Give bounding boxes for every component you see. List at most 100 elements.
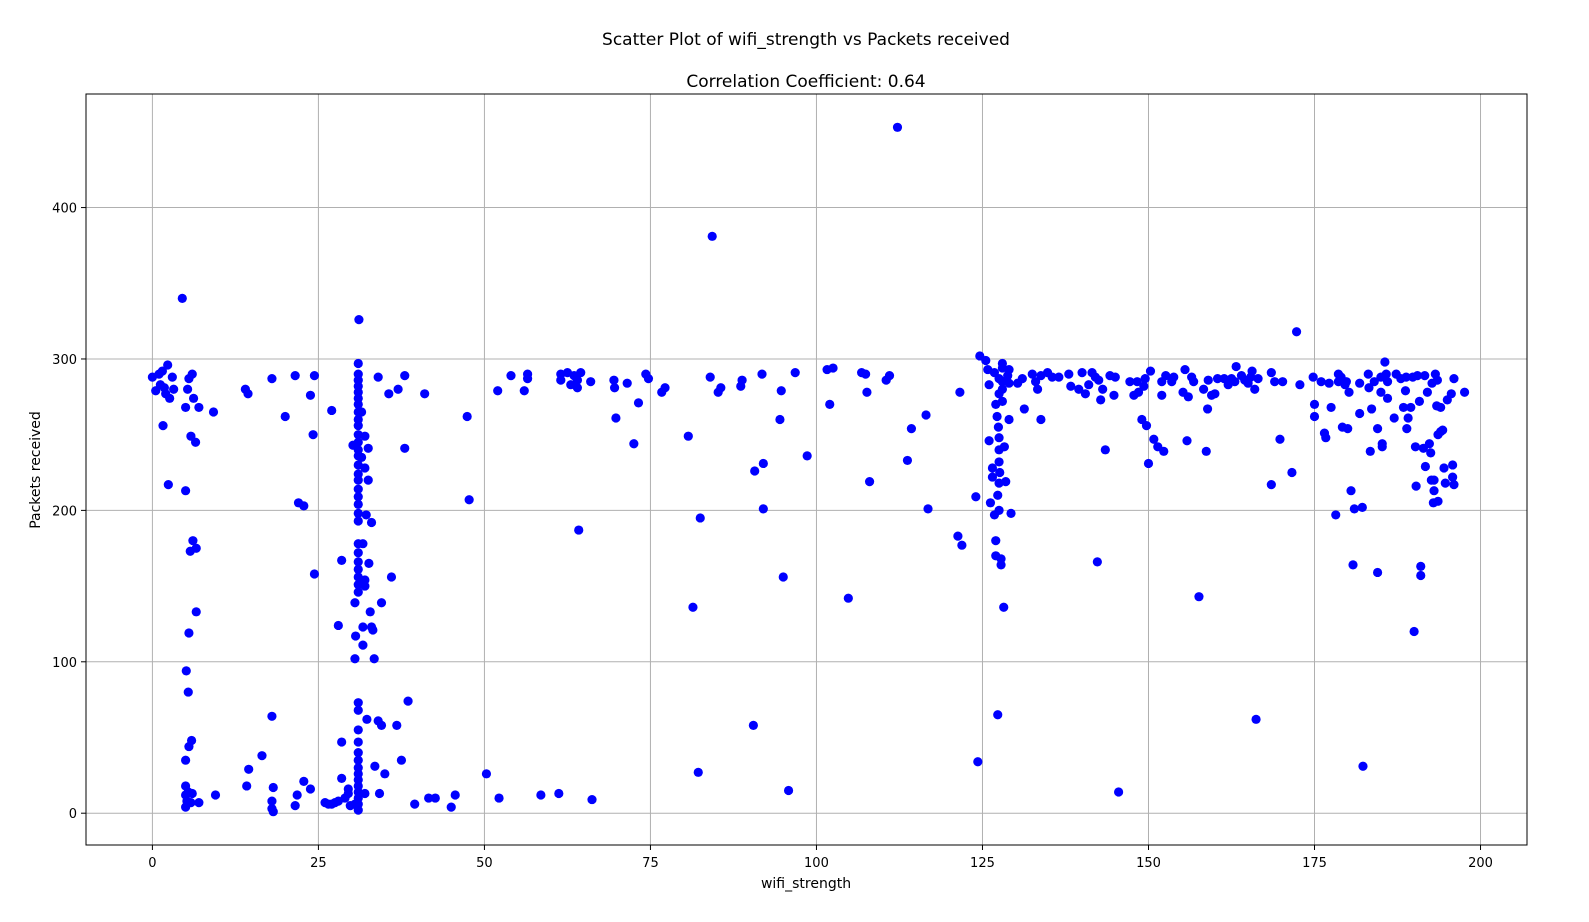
data-point xyxy=(1080,389,1091,399)
data-point xyxy=(183,384,193,394)
data-point xyxy=(776,386,786,396)
data-point xyxy=(360,788,370,799)
data-point xyxy=(1096,395,1106,405)
data-point xyxy=(462,411,472,422)
data-point xyxy=(828,363,838,373)
data-point xyxy=(587,794,597,805)
data-point xyxy=(353,705,363,715)
data-point xyxy=(862,387,872,397)
data-point xyxy=(163,480,173,490)
plot-area-frame xyxy=(85,93,1528,846)
data-point xyxy=(1357,502,1367,512)
data-point xyxy=(1429,475,1439,485)
data-point xyxy=(1202,404,1213,414)
data-point xyxy=(1414,396,1425,406)
data-point xyxy=(1295,380,1305,390)
data-point xyxy=(633,398,644,408)
data-point xyxy=(188,536,198,546)
data-point xyxy=(1436,402,1446,413)
data-point xyxy=(1017,374,1027,384)
data-point xyxy=(353,564,363,575)
data-point xyxy=(299,776,309,787)
data-point xyxy=(1348,560,1358,570)
axis-ticks: 0 25 50 75 100 125 150 175 200 0 100 200 300 400 xyxy=(52,202,1493,871)
chart-title: Scatter Plot of wifi_strength vs Packets… xyxy=(602,30,1010,50)
data-point xyxy=(519,386,529,396)
data-point xyxy=(181,402,191,413)
data-point xyxy=(1201,446,1211,456)
data-point xyxy=(353,805,363,815)
data-point xyxy=(783,785,794,796)
data-point xyxy=(190,437,201,447)
data-point xyxy=(386,572,397,582)
data-point xyxy=(790,367,800,378)
data-point xyxy=(1363,369,1373,379)
data-point xyxy=(337,555,347,565)
data-point xyxy=(992,411,1002,422)
data-point xyxy=(353,725,363,735)
data-point xyxy=(1139,381,1149,391)
data-point xyxy=(188,393,199,403)
data-point xyxy=(778,572,788,582)
data-point xyxy=(360,431,370,441)
data-point xyxy=(554,788,564,799)
data-point xyxy=(758,458,768,469)
data-point xyxy=(1074,384,1084,394)
data-point xyxy=(353,484,363,494)
data-point xyxy=(695,513,705,523)
data-point xyxy=(1247,366,1257,376)
data-point xyxy=(309,569,320,579)
data-point xyxy=(1309,399,1320,409)
data-point xyxy=(923,504,933,514)
data-point xyxy=(208,407,219,417)
data-point xyxy=(353,516,363,526)
data-point xyxy=(353,737,363,747)
data-point xyxy=(1125,377,1135,387)
data-point xyxy=(1157,390,1167,400)
data-point xyxy=(353,437,363,447)
chart-subtitle: Correlation Coefficient: 0.64 xyxy=(686,72,925,92)
data-point xyxy=(1422,387,1432,397)
data-point xyxy=(997,396,1007,406)
data-point xyxy=(705,372,715,382)
data-point xyxy=(1004,364,1014,375)
data-point xyxy=(1459,387,1470,397)
data-point xyxy=(361,510,371,520)
data-point xyxy=(622,378,632,388)
data-point xyxy=(363,475,373,485)
data-point xyxy=(290,801,300,811)
data-point xyxy=(157,366,167,376)
data-point xyxy=(892,122,903,132)
data-point xyxy=(843,593,853,603)
data-point xyxy=(1004,414,1014,425)
data-point xyxy=(1006,508,1016,519)
data-point xyxy=(906,424,917,434)
data-point xyxy=(1266,480,1276,490)
data-point xyxy=(1159,446,1169,456)
data-point xyxy=(366,517,377,528)
data-point xyxy=(376,720,387,730)
data-point xyxy=(1403,413,1413,423)
data-point xyxy=(981,355,991,366)
data-point xyxy=(1203,375,1213,385)
data-point xyxy=(1341,377,1351,387)
data-point xyxy=(194,402,204,413)
data-point xyxy=(643,374,654,384)
data-point xyxy=(1183,392,1193,402)
data-point xyxy=(1382,377,1393,387)
data-point xyxy=(410,799,420,809)
data-point xyxy=(1416,561,1426,572)
data-point xyxy=(1331,510,1341,520)
data-point xyxy=(1316,377,1326,387)
data-point xyxy=(343,784,353,794)
data-point xyxy=(1411,481,1421,491)
data-point xyxy=(373,372,383,382)
data-point xyxy=(1401,372,1411,382)
data-points xyxy=(147,122,1470,817)
data-point xyxy=(1100,445,1110,455)
data-point xyxy=(305,390,316,400)
data-point xyxy=(902,455,913,466)
data-point xyxy=(333,620,343,631)
data-point xyxy=(1321,433,1331,443)
